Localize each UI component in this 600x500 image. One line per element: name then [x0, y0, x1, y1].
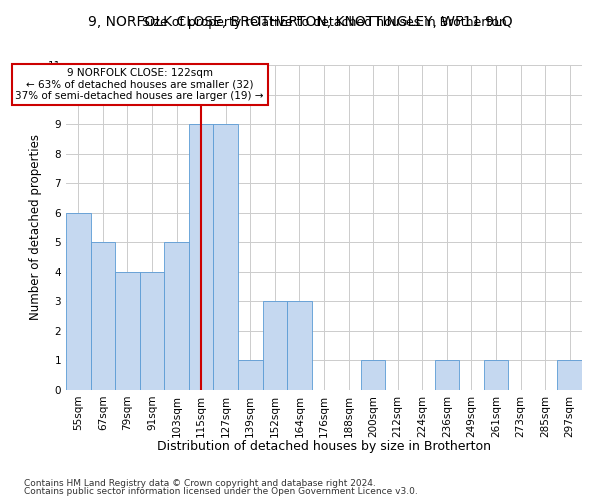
- Text: Contains HM Land Registry data © Crown copyright and database right 2024.: Contains HM Land Registry data © Crown c…: [24, 478, 376, 488]
- Text: 9, NORFOLK CLOSE, BROTHERTON, KNOTTINGLEY, WF11 9LQ: 9, NORFOLK CLOSE, BROTHERTON, KNOTTINGLE…: [88, 15, 512, 29]
- Bar: [557, 360, 582, 390]
- Bar: [263, 302, 287, 390]
- Bar: [484, 360, 508, 390]
- Bar: [164, 242, 189, 390]
- Bar: [238, 360, 263, 390]
- Title: Size of property relative to detached houses in Brotherton: Size of property relative to detached ho…: [142, 16, 506, 29]
- Bar: [214, 124, 238, 390]
- Bar: [434, 360, 459, 390]
- Bar: [361, 360, 385, 390]
- Y-axis label: Number of detached properties: Number of detached properties: [29, 134, 43, 320]
- Bar: [140, 272, 164, 390]
- Bar: [66, 212, 91, 390]
- Bar: [115, 272, 140, 390]
- Text: Contains public sector information licensed under the Open Government Licence v3: Contains public sector information licen…: [24, 487, 418, 496]
- Bar: [189, 124, 214, 390]
- Bar: [91, 242, 115, 390]
- Text: 9 NORFOLK CLOSE: 122sqm
← 63% of detached houses are smaller (32)
37% of semi-de: 9 NORFOLK CLOSE: 122sqm ← 63% of detache…: [16, 68, 264, 101]
- X-axis label: Distribution of detached houses by size in Brotherton: Distribution of detached houses by size …: [157, 440, 491, 453]
- Bar: [287, 302, 312, 390]
